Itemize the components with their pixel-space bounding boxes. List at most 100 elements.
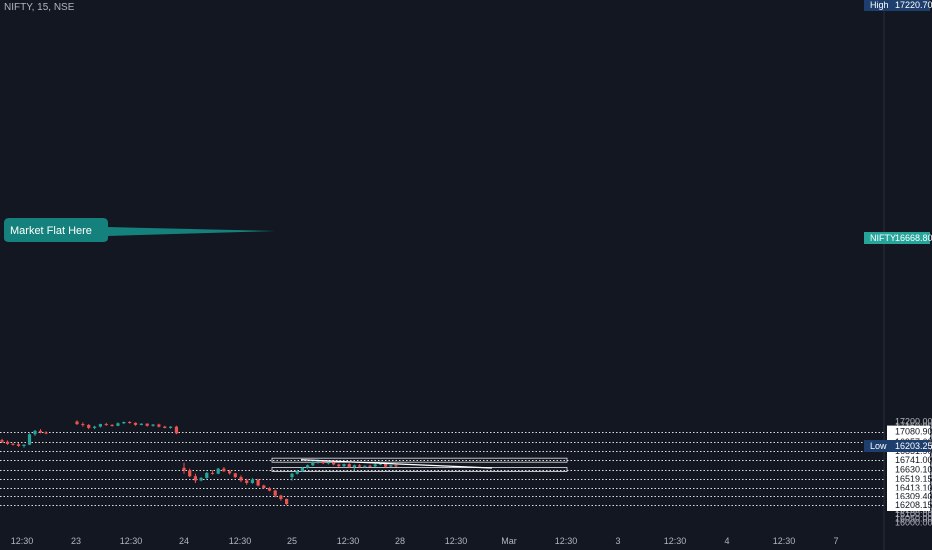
candle-body [250,479,254,483]
candle-body [342,464,346,467]
x-tick-label: 24 [179,536,189,546]
candle-body [233,473,237,478]
y-tick-label: 16050.00 [895,513,932,523]
candle-body [262,485,266,489]
candle-body [182,467,186,471]
badge-value: 17220.70 [895,0,932,10]
candle-body [133,422,138,425]
trendline-layer[interactable] [300,459,493,469]
candle-body [44,432,48,434]
candle-body [199,477,203,481]
x-tick-label: 12:30 [229,536,252,546]
candle-body [116,423,120,426]
candle-body [193,476,197,481]
badge-label: High [870,0,889,10]
level-badge-value: 16413.10 [895,483,932,493]
candle-body [139,423,143,425]
zone-boundary[interactable] [271,457,568,463]
candle-body [33,430,37,435]
candle-body [157,424,161,427]
level-badge-value: 16208.15 [895,500,932,510]
x-tick-label: 3 [615,536,620,546]
x-tick-label: 12:30 [11,536,34,546]
candle-body [92,426,97,428]
x-tick-label: 7 [833,536,838,546]
symbol-label: NIFTY, 15, NSE [4,2,75,13]
candles [0,420,398,506]
candle-body [256,479,260,486]
candle-body [11,443,15,445]
candle-body [0,440,4,442]
level-badge-value: 17080.90 [895,427,932,437]
candle-body [122,422,126,424]
candle-body [145,423,149,426]
candle-body [239,477,243,481]
time-axis[interactable]: 12:30 23 12:30 24 12:30 25 12:30 28 12:30 Mar 12:3… [11,536,839,546]
badge-box [864,0,930,11]
price-axis[interactable]: 17200.0017150.0017100.0017050.0017000.00… [864,0,932,528]
candle-body [228,471,232,474]
x-tick-label: Mar [501,536,517,546]
candle-body [368,465,372,467]
badge-label: NIFTY [870,233,896,243]
candle-body [378,463,382,465]
y-tick-label: 17200.00 [895,417,932,427]
candle-body [363,465,367,467]
candle-body [321,461,325,464]
candle-body [306,465,310,468]
candle-body [188,470,192,477]
candle-body [87,424,91,428]
consolidation-zone[interactable] [271,457,568,472]
level-badge [887,498,930,511]
candle-body [222,468,226,472]
callout-layer[interactable]: Market Flat Here [4,218,275,242]
candle-body [358,465,362,467]
badge-value: 16668.80 [895,233,932,243]
x-tick-label: 12:30 [664,536,687,546]
candle-body [38,430,43,433]
candle-body [163,426,167,428]
level-badge-value: 16519.15 [895,474,932,484]
level-badge [887,425,930,438]
trendline[interactable] [300,459,493,469]
candle-body [5,441,10,444]
x-tick-label: 12:30 [120,536,143,546]
candle-body [27,434,32,445]
candle-body [326,462,330,464]
candle-body [205,472,209,478]
badge-label: Low [870,441,887,451]
candle-body [285,498,289,504]
candle-body [295,471,299,474]
badge-box [864,440,930,452]
level-badge [887,463,930,476]
candle-body [22,444,26,446]
candle-body [394,465,398,467]
candle-body [16,444,21,446]
y-tick-label: 16100.00 [895,509,932,519]
candle-body [128,422,132,424]
level-badge-value: 16630.10 [895,465,932,475]
callout-box[interactable] [4,218,275,242]
badge-value: 16203.25 [895,441,932,451]
candle-body [389,465,393,467]
x-tick-label: 12:30 [555,536,578,546]
candle-body [110,424,114,426]
candle-body [332,462,336,465]
candle-body [75,421,79,425]
candle-body [151,424,155,426]
candle-body [216,468,220,474]
candle-body [300,467,304,472]
x-tick-label: 12:30 [773,536,796,546]
candle-body [210,472,215,474]
zone-boundary[interactable] [271,467,568,472]
candle-body [104,424,108,426]
x-tick-label: 23 [71,536,81,546]
candle-body [279,495,283,499]
candle-body [273,490,277,496]
candle-body [81,424,85,426]
candle-body [174,426,179,434]
x-tick-label: 4 [724,536,729,546]
candle-body [169,426,173,428]
candle-body [311,461,315,466]
